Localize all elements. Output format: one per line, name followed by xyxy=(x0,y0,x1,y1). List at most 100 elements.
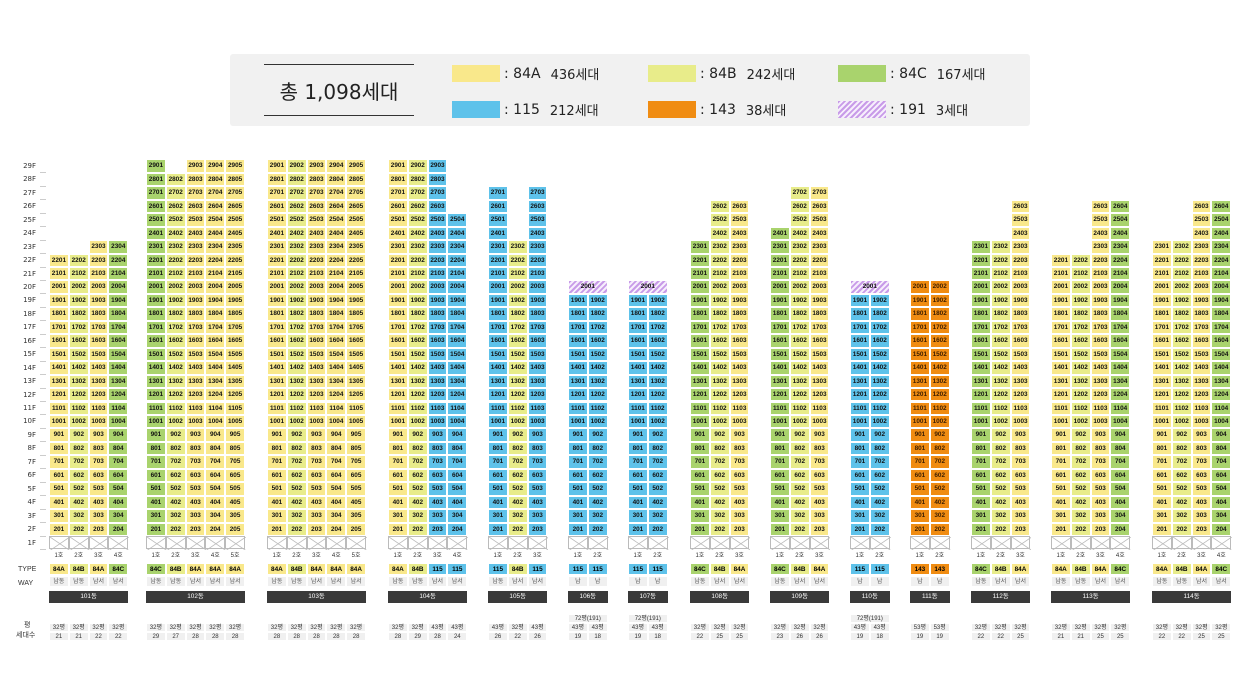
unit-cell: 2702 xyxy=(286,186,307,200)
unit-cell: 1601 xyxy=(146,334,166,348)
pilotis-cell xyxy=(388,536,409,551)
pyeong-cell: 43평 xyxy=(488,623,508,632)
unit-cell: 703 xyxy=(185,455,206,469)
unit-cell: 301 xyxy=(267,509,287,523)
unit-cell: 2801 xyxy=(267,172,287,187)
unit-cell: 1302 xyxy=(68,374,89,389)
unit-cell: 2204 xyxy=(205,253,226,267)
unit-cell: 1503 xyxy=(1010,347,1031,362)
pyeong-cell: 32평 xyxy=(507,623,528,632)
unit-cell: 1002 xyxy=(929,414,950,429)
pilotis-cell xyxy=(1110,536,1132,551)
pilotis-cell xyxy=(205,536,227,551)
unit-cell: 2603 xyxy=(1090,199,1111,214)
type-cell: 84A xyxy=(326,563,347,575)
unit-cell: 1803 xyxy=(729,307,750,321)
unit-cell: 401 xyxy=(690,495,710,510)
type-cell: 84A xyxy=(88,563,109,575)
unit-cell: 1401 xyxy=(49,361,69,375)
unit-cell: 1402 xyxy=(789,361,810,375)
unit-cell: 2101 xyxy=(146,267,166,281)
unit-cell: 503 xyxy=(427,482,448,496)
unit-cell: 1301 xyxy=(146,374,166,389)
way-cell: 남서 xyxy=(205,576,226,587)
unit-cell: 1001 xyxy=(488,414,508,429)
unit-cell: 405 xyxy=(225,495,245,510)
unit-cell: 2703 xyxy=(185,186,206,200)
unit-cell: 1502 xyxy=(1171,347,1192,362)
unit-cell: 201 xyxy=(488,522,508,536)
unit-cell: 1302 xyxy=(929,374,950,389)
legend-count: 38세대 xyxy=(745,104,787,119)
unit-cell: 2204 xyxy=(1211,253,1232,267)
floor-label: 17F xyxy=(23,323,36,332)
unit-cell: 2301 xyxy=(488,240,508,254)
way-cell: 남동 xyxy=(286,576,307,587)
unit-cell: 1301 xyxy=(388,374,408,389)
unit-cell: 602 xyxy=(709,468,730,483)
households-cell: 22 xyxy=(88,632,109,641)
unit-cell: 604 xyxy=(326,468,347,483)
unit-cell: 2901 xyxy=(146,159,166,173)
households-cell: 22 xyxy=(1171,632,1192,641)
way-cell: 남동 xyxy=(1152,576,1172,587)
unit-cell: 403 xyxy=(306,495,327,510)
legend-item-143: : 143 38세대 xyxy=(648,100,786,119)
unit-cell: 1002 xyxy=(507,414,528,429)
unit-cell: 1202 xyxy=(587,388,608,402)
unit-cell: 501 xyxy=(388,482,408,496)
unit-cell: 1404 xyxy=(108,361,129,375)
line-label: 3호 xyxy=(1096,553,1105,559)
unit-cell: 1202 xyxy=(407,388,428,402)
unit-cell: 203 xyxy=(1090,522,1111,536)
legend-item-84B: : 84B 242세대 xyxy=(648,64,795,83)
floor-guide xyxy=(40,522,46,524)
unit-cell: 2303 xyxy=(527,240,548,254)
legend-label: : 191 xyxy=(890,101,926,118)
unit-cell: 903 xyxy=(185,428,206,442)
type-cell: 84A xyxy=(346,563,366,575)
unit-cell: 2104 xyxy=(205,267,226,281)
legend-label: : 84C xyxy=(890,65,927,82)
unit-cell: 801 xyxy=(267,441,287,456)
unit-cell: 1302 xyxy=(1070,374,1091,389)
type-cell: 84C xyxy=(971,563,991,575)
unit-cell: 504 xyxy=(108,482,129,496)
unit-cell: 1801 xyxy=(388,307,408,321)
unit-cell: 1901 xyxy=(850,293,870,308)
legend-label: : 115 xyxy=(504,101,540,118)
unit-cell: 902 xyxy=(1070,428,1091,442)
floor-label: 13F xyxy=(23,377,36,386)
unit-cell: 1701 xyxy=(488,320,508,335)
unit-cell: 1502 xyxy=(587,347,608,362)
unit-cell: 604 xyxy=(447,468,468,483)
unit-cell: 401 xyxy=(267,495,287,510)
unit-cell: 2601 xyxy=(267,199,287,214)
unit-cell: 2105 xyxy=(346,267,366,281)
unit-cell: 303 xyxy=(306,509,327,523)
unit-cell: 2404 xyxy=(447,226,468,241)
way-cell: 남서 xyxy=(729,576,750,587)
legend-swatch-191 xyxy=(838,101,886,118)
unit-cell: 1102 xyxy=(286,401,307,415)
unit-cell: 301 xyxy=(850,509,870,523)
way-cell: 남서 xyxy=(990,576,1011,587)
unit-cell: 1704 xyxy=(108,320,129,335)
unit-cell: 902 xyxy=(647,428,668,442)
unit-cell: 2704 xyxy=(326,186,347,200)
pilotis-cell xyxy=(447,536,469,551)
unit-cell: 2603 xyxy=(527,199,548,214)
unit-cell: 304 xyxy=(447,509,468,523)
unit-cell: 302 xyxy=(587,509,608,523)
unit-cell: 2101 xyxy=(971,267,991,281)
unit-cell: 503 xyxy=(306,482,327,496)
unit-cell: 1904 xyxy=(1110,293,1131,308)
unit-cell: 501 xyxy=(488,482,508,496)
unit-cell: 1101 xyxy=(49,401,69,415)
way-cell: 남서 xyxy=(185,576,206,587)
legend-label: : 84A xyxy=(504,65,541,82)
unit-cell: 1903 xyxy=(527,293,548,308)
unit-cell: 1603 xyxy=(427,334,448,348)
line-label: 3호 xyxy=(533,553,542,559)
unit-cell: 2602 xyxy=(789,199,810,214)
